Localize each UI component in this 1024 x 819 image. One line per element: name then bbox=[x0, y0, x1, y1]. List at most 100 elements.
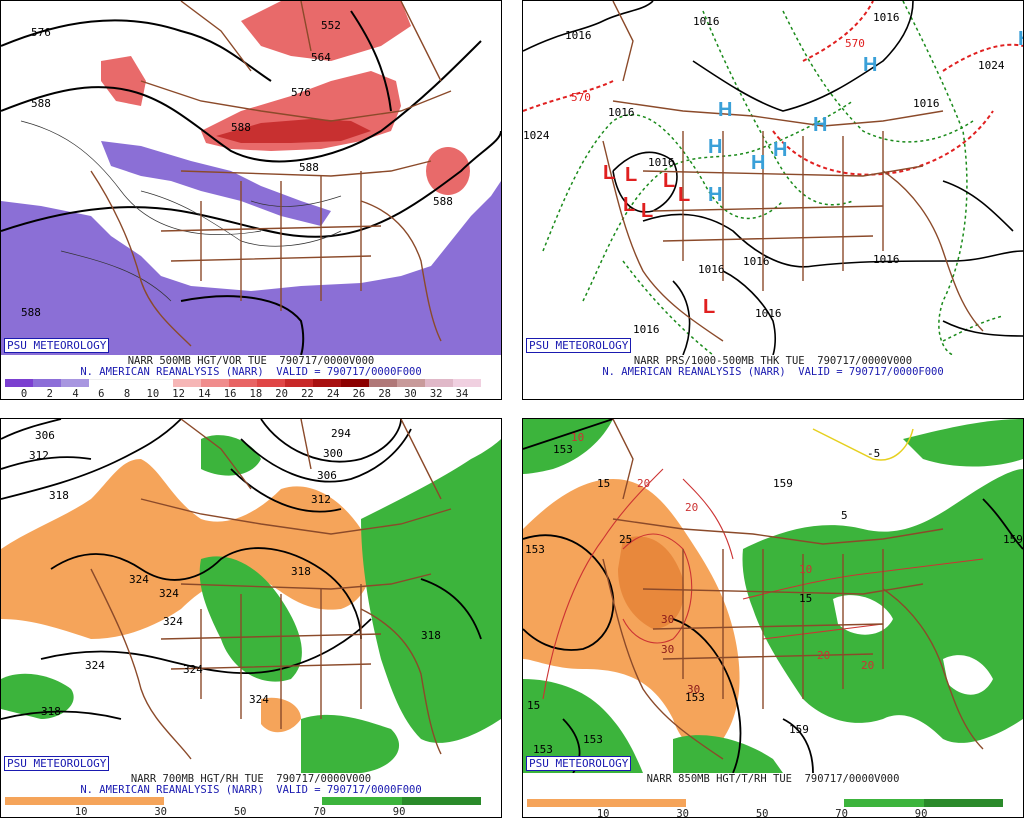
caption-line1: NARR 850MB HGT/T/RH TUE 790717/0000V000 bbox=[646, 773, 900, 785]
rh-moist-fill4 bbox=[673, 735, 783, 773]
colorbar-swatch bbox=[397, 379, 425, 387]
high-marker: H bbox=[813, 114, 827, 136]
colorbar-tick: 10 bbox=[74, 806, 88, 818]
contour-label: 294 bbox=[331, 427, 351, 440]
contour-label: 588 bbox=[433, 195, 453, 208]
contour-label: 318 bbox=[49, 489, 69, 502]
colorbar-tick: 50 bbox=[233, 806, 247, 818]
vort-fill-dark bbox=[216, 119, 371, 143]
vort-fill-high3 bbox=[101, 56, 146, 106]
temp-label: 10 bbox=[799, 563, 812, 576]
colorbar-tick: 6 bbox=[98, 388, 105, 400]
colorbar-swatch bbox=[173, 379, 201, 387]
colorbar-tick: 70 bbox=[835, 808, 848, 818]
colorbar-tick: 28 bbox=[378, 388, 391, 400]
colorbar-ticks: 0 2 4 6 8 10 12 14 16 18 20 22 24 26 28 30 32 34 bbox=[5, 388, 481, 400]
psu-branding: PSU METEOROLOGY bbox=[526, 756, 632, 771]
contour-label: 1016 bbox=[913, 97, 940, 110]
contour-label: 312 bbox=[311, 493, 331, 506]
low-marker: L bbox=[625, 164, 637, 186]
contour-label: 588 bbox=[231, 121, 251, 134]
temp-label: 30 bbox=[687, 683, 700, 696]
geo-borders bbox=[602, 1, 984, 342]
contour-label: 1016 bbox=[648, 156, 675, 169]
contour-label: 1016 bbox=[698, 263, 725, 276]
contour-label: 159 bbox=[1003, 533, 1023, 546]
temp-label: 20 bbox=[817, 649, 830, 662]
high-marker: H bbox=[751, 152, 765, 174]
colorbar-swatch bbox=[201, 379, 229, 387]
colorbar-tick: 26 bbox=[352, 388, 366, 400]
temp-label: 20 bbox=[861, 659, 874, 672]
colorbar-tick: 30 bbox=[404, 388, 417, 400]
panel-prs-thk: L L L L L L L H H H H H H H H 1016 1016 … bbox=[522, 0, 1024, 400]
geo-borders bbox=[90, 419, 452, 760]
rh-moist-fill3 bbox=[523, 679, 643, 773]
pressure-labels: 1016 1016 1016 1016 1016 1016 1016 1016 … bbox=[523, 11, 1005, 336]
colorbar-tick: 90 bbox=[392, 806, 406, 818]
panel-500mb-hgt-vor: 576 552 564 576 588 588 588 588 588 PSU … bbox=[0, 0, 502, 400]
contour-label: 588 bbox=[21, 306, 41, 319]
contour-label: 324 bbox=[159, 587, 179, 600]
rh-dry-fill bbox=[1, 459, 372, 639]
rh-dry-fill-dark bbox=[618, 536, 684, 629]
rh-moist-fill bbox=[199, 556, 302, 682]
colorbar-swatch bbox=[61, 379, 89, 387]
colorbar-swatch bbox=[5, 379, 33, 387]
caption-line2: N. AMERICAN REANALYSIS (NARR) VALID = 79… bbox=[80, 784, 422, 796]
height-contours-850 bbox=[523, 419, 1023, 773]
temp-contours bbox=[542, 468, 984, 700]
high-marker: H bbox=[1018, 28, 1023, 50]
thickness-contours-green bbox=[542, 1, 1004, 355]
high-marker: H bbox=[863, 54, 877, 76]
high-marker: H bbox=[708, 184, 722, 206]
contour-label: 576 bbox=[291, 86, 311, 99]
temp-label: 20 bbox=[637, 477, 650, 490]
colorbar-tick: 16 bbox=[223, 388, 237, 400]
colorbar-tick: 32 bbox=[429, 388, 443, 400]
colorbar-tick: 10 bbox=[146, 388, 160, 400]
colorbar-tick: 90 bbox=[914, 808, 928, 818]
colorbar-tick: 0 bbox=[20, 388, 28, 400]
contour-label: 318 bbox=[291, 565, 311, 578]
contour-label: 159 bbox=[789, 723, 809, 736]
temp-label: 15 bbox=[799, 592, 812, 605]
contour-label: 552 bbox=[321, 19, 341, 32]
contour-label: 588 bbox=[31, 97, 51, 110]
rh-moist-fill3 bbox=[1, 673, 74, 719]
contour-label: 1016 bbox=[608, 106, 635, 119]
contour-label: 300 bbox=[323, 447, 343, 460]
colorbar-swatch bbox=[341, 379, 369, 387]
geo-borders bbox=[602, 419, 984, 760]
low-marker: L bbox=[678, 184, 690, 206]
vort-fill-high2 bbox=[241, 1, 411, 61]
caption-line1: NARR 700MB HGT/RH TUE 790717/0000V000 bbox=[130, 773, 372, 785]
contour-label: 153 bbox=[525, 543, 545, 556]
freezing-line bbox=[812, 428, 914, 461]
contour-labels-850: 153 153 153 153 159 159 159 153 bbox=[525, 443, 1023, 756]
temp-label: 10 bbox=[571, 431, 584, 444]
colorbar-swatch bbox=[453, 379, 481, 387]
colorbar-tick: 12 bbox=[172, 388, 185, 400]
colorbar-tick: 4 bbox=[72, 388, 79, 400]
panel-700mb-hgt-rh: 306 312 318 324 324 324 324 324 324 318 … bbox=[0, 418, 502, 818]
colorbar-swatch bbox=[117, 379, 145, 388]
colorbar-swatch bbox=[369, 379, 397, 387]
contour-label: 318 bbox=[421, 629, 441, 642]
colorbar-rh bbox=[527, 799, 1003, 807]
contour-label: 153 bbox=[685, 691, 705, 704]
colorbar-vorticity bbox=[5, 379, 481, 388]
colorbar-swatch bbox=[229, 379, 257, 387]
contour-label: 324 bbox=[163, 615, 183, 628]
vort-fill-mid bbox=[101, 141, 331, 226]
low-markers: L L L L L L L bbox=[603, 162, 715, 318]
contour-label: 159 bbox=[773, 477, 793, 490]
temp-label: 15 bbox=[527, 699, 540, 712]
contour-label: 1016 bbox=[633, 323, 660, 336]
temp-label: 15 bbox=[597, 477, 610, 490]
rh-moist-fill4 bbox=[301, 714, 400, 773]
colorbar-tick: 8 bbox=[123, 388, 131, 400]
low-marker: L bbox=[703, 296, 715, 318]
contour-label: 324 bbox=[85, 659, 105, 672]
contour-label: 318 bbox=[41, 705, 61, 718]
